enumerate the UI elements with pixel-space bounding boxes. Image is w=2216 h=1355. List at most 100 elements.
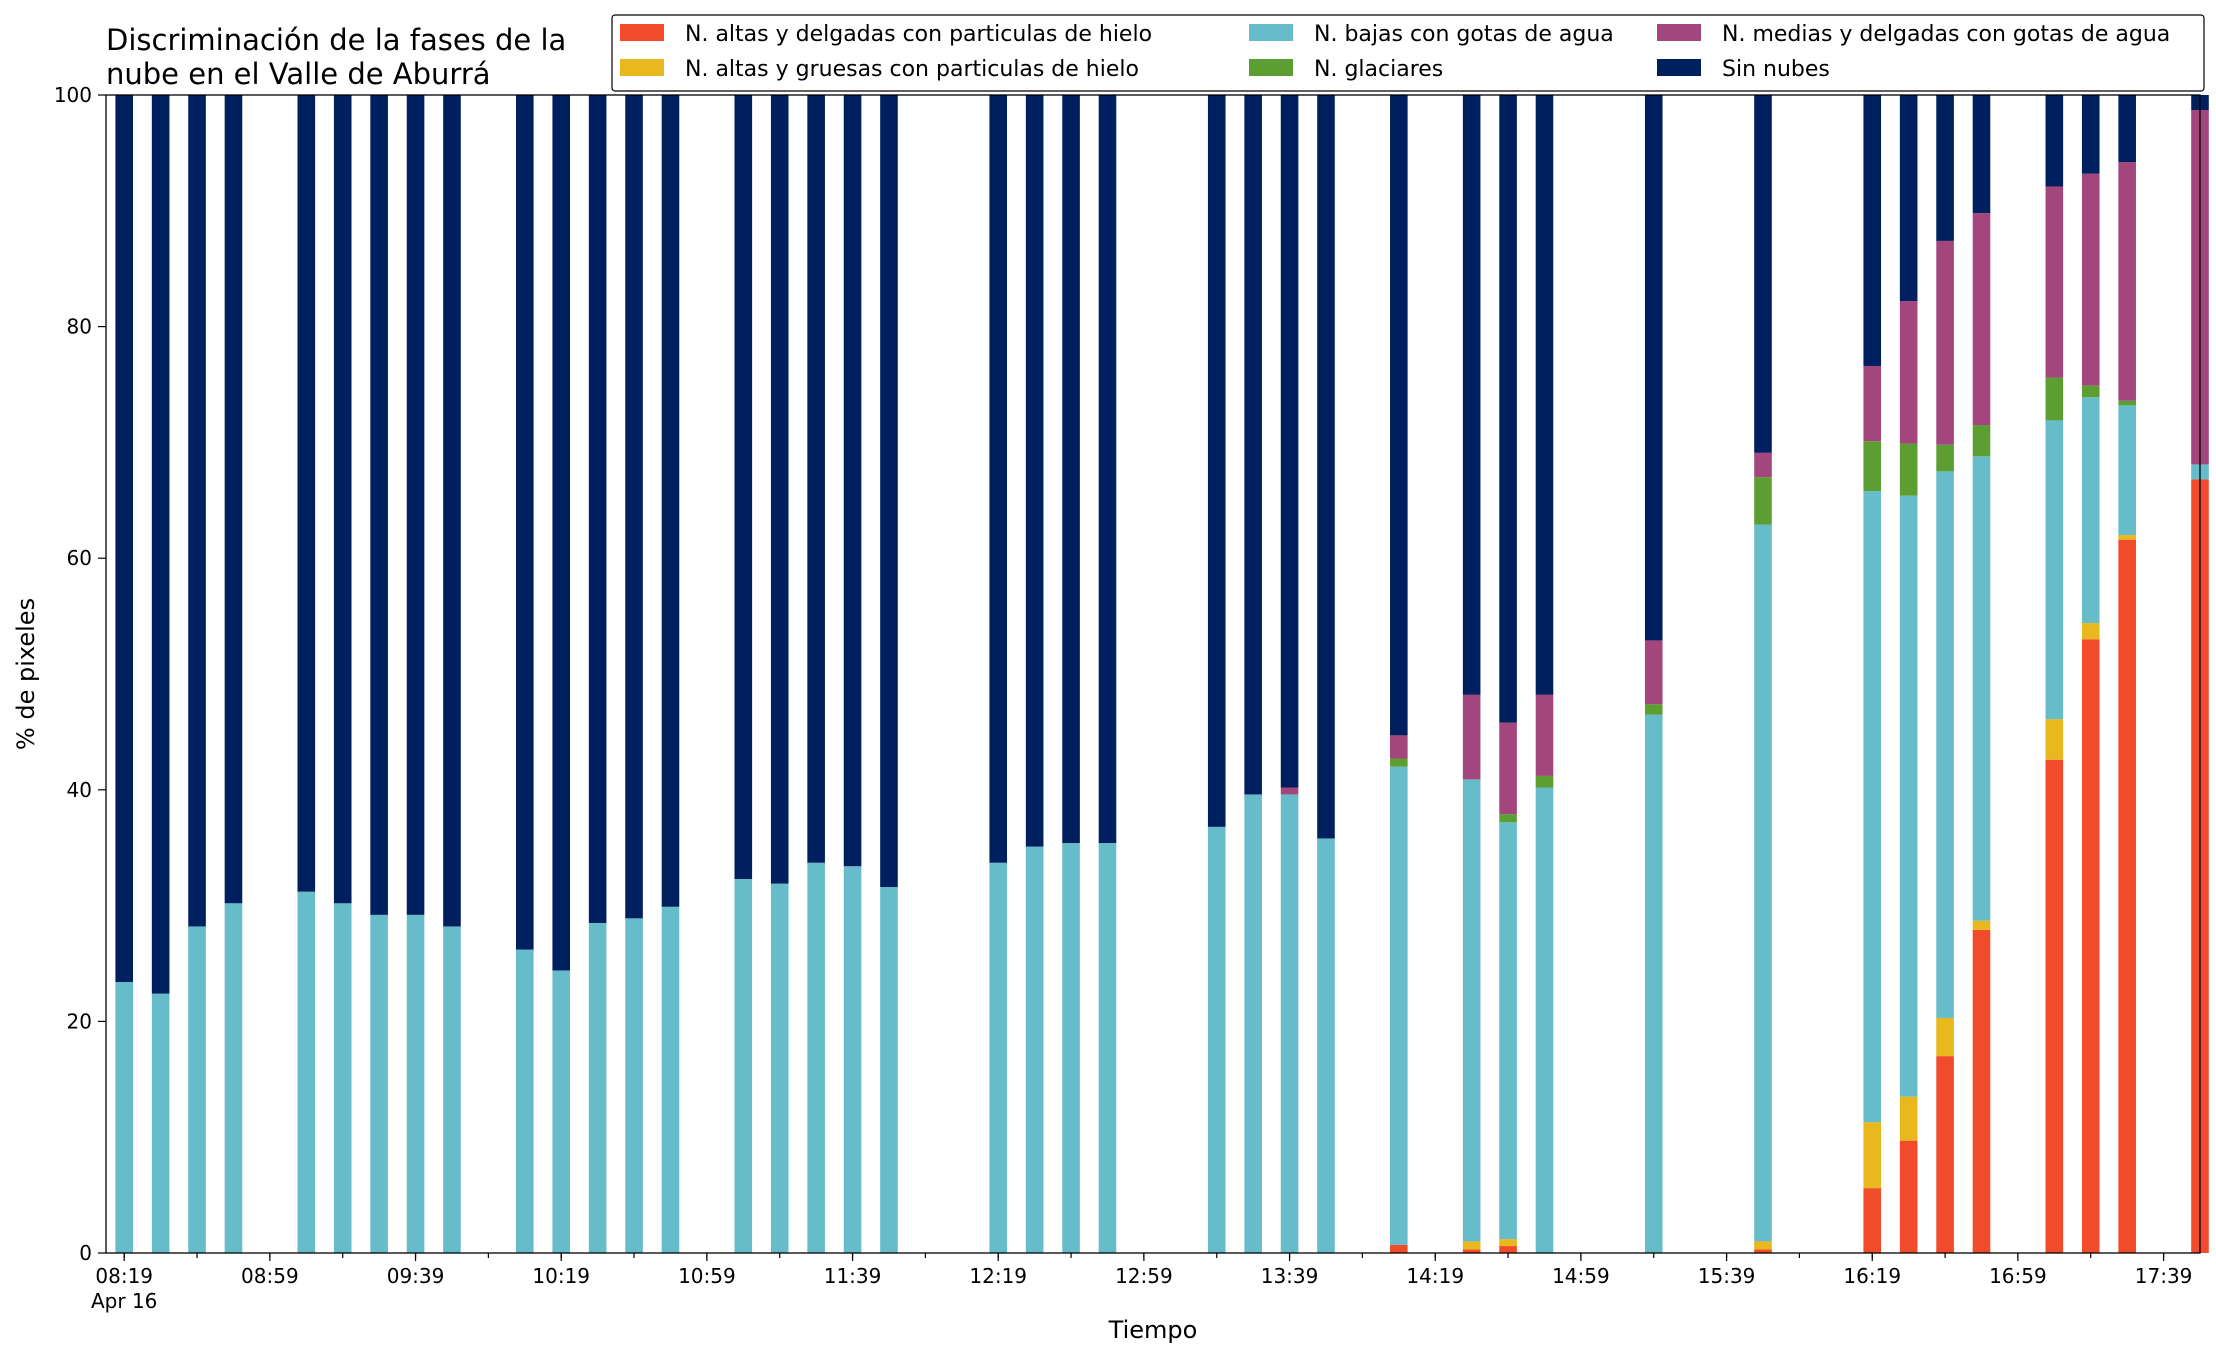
bar-segment-sin	[333, 95, 352, 904]
bar-stack	[1098, 95, 1117, 1253]
x-tick-label: 10:59	[678, 1264, 736, 1288]
bar-stack	[625, 95, 643, 1253]
bar-segment-sin	[1754, 95, 1772, 453]
y-tick-label: 20	[67, 1009, 92, 1033]
legend-swatch	[620, 24, 664, 41]
bar-segment-glac	[1936, 444, 1954, 472]
bar-segment-sin	[1972, 95, 1991, 214]
bar-segment-bajas	[1390, 766, 1408, 1245]
chart-title-line-1: Discriminación de la fases de la	[106, 23, 566, 57]
bar-segment-bajas	[1972, 456, 1991, 921]
bar-segment-bajas	[406, 914, 425, 1253]
bar-segment-bajas	[188, 926, 206, 1253]
bar-segment-sin	[1244, 95, 1262, 795]
bar-segment-glac	[2081, 385, 2100, 398]
bar-stack	[734, 95, 753, 1253]
x-tick-label: 12:59	[1115, 1264, 1173, 1288]
bar-segment-glac	[1899, 443, 1918, 496]
bar-stack	[297, 95, 316, 1253]
bar-segment-alt_del	[1390, 1244, 1408, 1253]
bar-segment-bajas	[880, 887, 898, 1253]
bar-segment-alt_gru	[1936, 1017, 1954, 1057]
bar-segment-bajas	[516, 949, 534, 1253]
bar-segment-bajas	[843, 866, 862, 1253]
bar-stack	[188, 95, 206, 1253]
bar-segment-sin	[1535, 95, 1554, 695]
bar-segment-bajas	[807, 862, 825, 1253]
x-tick-label: 16:19	[1843, 1264, 1901, 1288]
bar-segment-bajas	[770, 883, 789, 1253]
bar-segment-bajas	[1899, 495, 1918, 1097]
bar-segment-alt_del	[2118, 539, 2136, 1253]
bar-segment-alt_del	[1499, 1246, 1517, 1253]
bar-segment-sin	[661, 95, 680, 907]
bar-segment-sin	[1062, 95, 1080, 844]
bar-segment-sin	[880, 95, 898, 888]
bar-stack	[1062, 95, 1080, 1253]
bar-segment-sin	[1863, 95, 1882, 366]
bar-segment-bajas	[734, 878, 753, 1253]
x-tick-label: 17:39	[2135, 1264, 2193, 1288]
bar-stack	[1280, 95, 1299, 1253]
bar-segment-bajas	[370, 914, 388, 1253]
bar-segment-sin	[843, 95, 862, 867]
chart-title: Discriminación de la fases de la nube en…	[106, 23, 566, 91]
bar-segment-bajas	[1280, 794, 1299, 1253]
legend-swatch	[1657, 59, 1701, 76]
plot-area	[105, 94, 2209, 1254]
bar-segment-sin	[516, 95, 534, 950]
bar-segment-glac	[1863, 441, 1882, 492]
bar-stack	[661, 95, 680, 1253]
bar-segment-sin	[2081, 95, 2100, 174]
bar-segment-alt_gru	[2045, 719, 2064, 760]
bar-segment-bajas	[625, 918, 643, 1253]
bar-stack	[588, 95, 607, 1253]
bar-segment-bajas	[588, 922, 607, 1253]
bar-stack	[1207, 95, 1226, 1253]
bar-segment-medias	[1390, 735, 1408, 759]
bar-segment-sin	[625, 95, 643, 919]
bar-segment-bajas	[443, 926, 461, 1253]
bar-segment-bajas	[1244, 794, 1262, 1253]
bar-stack	[843, 95, 862, 1253]
bar-stack	[770, 95, 789, 1253]
bar-stack	[1972, 95, 1991, 1253]
bar-segment-glac	[1499, 814, 1517, 823]
bar-segment-alt_del	[1899, 1140, 1918, 1253]
bar-segment-sin	[1025, 95, 1044, 847]
bar-stack	[1390, 95, 1408, 1253]
bar-segment-sin	[770, 95, 789, 884]
bar-segment-alt_del	[1936, 1056, 1954, 1253]
bar-segment-sin	[115, 95, 134, 983]
legend-item-glac: N. glaciares	[1249, 57, 1443, 82]
bar-segment-glac	[1390, 758, 1408, 767]
bar-segment-sin	[297, 95, 316, 892]
bar-segment-medias	[2118, 162, 2136, 401]
bar-segment-sin	[188, 95, 206, 927]
bar-segment-glac	[2045, 377, 2064, 421]
bar-segment-glac	[1754, 477, 1772, 525]
x-tick-label: 13:39	[1261, 1264, 1319, 1288]
bar-segment-bajas	[1644, 714, 1663, 1253]
bar-stack	[1462, 95, 1481, 1253]
bar-stack	[989, 95, 1008, 1253]
bar-segment-bajas	[333, 903, 352, 1253]
x-tick-label: 08:19	[95, 1264, 153, 1288]
x-tick-label: 15:39	[1698, 1264, 1756, 1288]
bar-segment-bajas	[1754, 524, 1772, 1242]
bar-segment-sin	[734, 95, 753, 879]
bar-segment-sin	[552, 95, 571, 971]
bar-stack	[406, 95, 425, 1253]
legend-item-alt_gru: N. altas y gruesas con particulas de hie…	[620, 57, 1139, 82]
y-tick-label: 0	[79, 1241, 92, 1265]
bar-segment-glac	[1644, 704, 1663, 715]
bar-stack	[1754, 95, 1772, 1253]
legend-label: Sin nubes	[1722, 57, 1830, 82]
bar-stack	[2118, 95, 2136, 1253]
bar-segment-bajas	[1098, 843, 1117, 1253]
bar-stack	[370, 95, 388, 1253]
bar-segment-bajas	[1863, 491, 1882, 1123]
bar-segment-medias	[1863, 365, 1882, 442]
